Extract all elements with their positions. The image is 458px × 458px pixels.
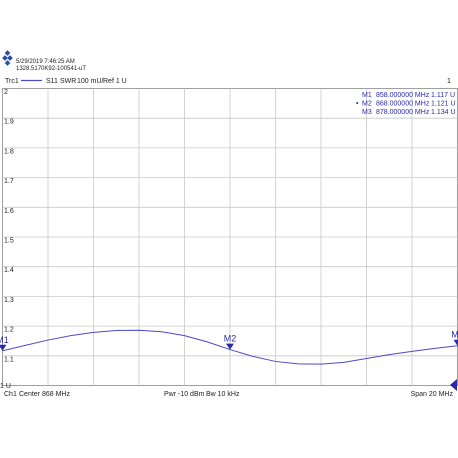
footer-power: Pwr -10 dBm <box>164 391 205 398</box>
marker-label: M2 <box>224 334 237 344</box>
y-tick-label: 1.9 <box>4 119 14 126</box>
marker-triangle <box>0 344 7 351</box>
footer-span: Span 20 MHz <box>411 391 454 398</box>
footer-channel: Ch1 <box>4 391 17 398</box>
y-tick-label: 1.2 <box>4 327 14 334</box>
y-tick-label: 1.7 <box>4 178 14 185</box>
trace-name: Trc1 <box>5 78 19 85</box>
footer-bandwidth: Bw 10 kHz <box>206 391 240 398</box>
marker-table-x: 868.000000 MHz <box>376 101 430 108</box>
marker-table-value: 1.134 U <box>431 109 456 116</box>
timestamp: 5/29/2019 7:46:25 AM <box>16 59 75 65</box>
footer-center: Center 868 MHz <box>19 391 70 398</box>
y-tick-label: 2 <box>4 89 8 96</box>
marker-table-name: M3 <box>362 109 372 116</box>
marker-table-x: 878.000000 MHz <box>376 109 430 116</box>
logo <box>2 50 13 66</box>
y-tick-label: 1.5 <box>4 238 14 245</box>
y-tick-label: 1 U <box>0 383 11 390</box>
active-marker-indicator <box>450 379 457 391</box>
marker-label: M3 <box>451 330 458 340</box>
y-tick-label: 1.1 <box>4 356 14 363</box>
trace-format: SWR <box>60 78 76 85</box>
active-marker-dot: • <box>356 101 359 108</box>
marker-table-value: 1.117 U <box>431 92 455 99</box>
marker-triangle <box>453 339 458 346</box>
marker-table-name: M1 <box>362 92 372 99</box>
y-tick-label: 1.3 <box>4 297 14 304</box>
trace-measurement: S11 <box>46 78 58 85</box>
marker-triangle <box>226 343 234 350</box>
trace-scale: 100 mU/ <box>77 78 104 85</box>
marker-table-x: 858.000000 MHz <box>376 92 430 99</box>
y-tick-label: 1.4 <box>4 267 14 274</box>
y-tick-label: 1.6 <box>4 208 14 215</box>
marker-label: M1 <box>0 335 9 345</box>
marker-table-value: 1.121 U <box>431 101 456 108</box>
channel-number: 1 <box>447 78 451 85</box>
marker-table-name: M2 <box>362 101 372 108</box>
trace-reference: Ref 1 U <box>103 78 127 85</box>
y-tick-label: 1.8 <box>4 148 14 155</box>
instrument-id: 1328.5170K92-100541-uT <box>16 66 86 72</box>
